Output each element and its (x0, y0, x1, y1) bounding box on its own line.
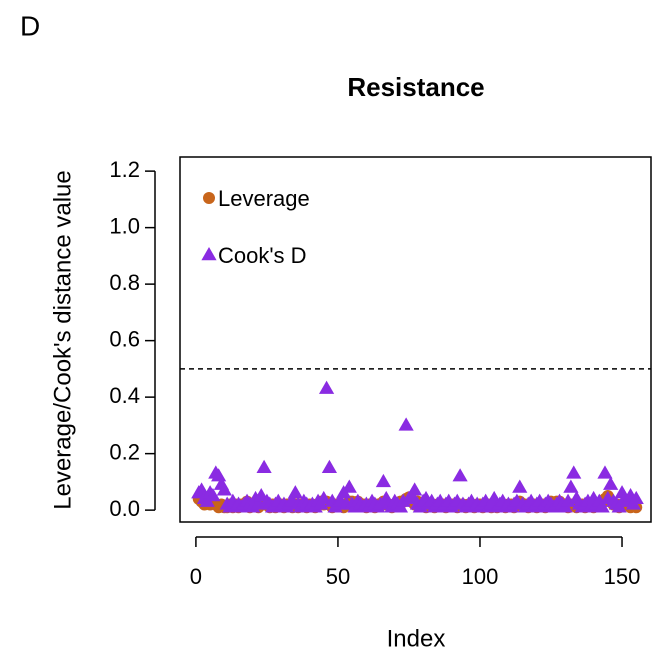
triangle-point (597, 465, 613, 479)
y-tick-label: 0.6 (109, 326, 140, 351)
x-tick-label: 100 (462, 564, 499, 589)
triangle-point (512, 479, 528, 493)
panel-label: D (20, 10, 40, 41)
triangle-point (201, 247, 217, 261)
x-tick-label: 50 (326, 564, 350, 589)
triangle-point (628, 490, 644, 505)
triangle-point (603, 476, 619, 490)
y-tick-label: 1.0 (109, 213, 140, 238)
triangle-point (375, 473, 391, 488)
y-axis-label: Leverage/Cook's distance value (49, 170, 76, 509)
y-tick-label: 0.4 (109, 383, 140, 408)
y-tick-label: 0.8 (109, 270, 140, 295)
triangle-point (566, 465, 582, 479)
x-tick-label: 150 (604, 564, 641, 589)
triangle-point (321, 459, 338, 473)
chart-title: Resistance (347, 72, 484, 102)
y-tick-label: 0.2 (109, 439, 140, 464)
triangle-point (316, 490, 332, 505)
triangle-point (611, 499, 627, 513)
legend-label: Cook's D (218, 243, 307, 268)
plot-frame (179, 156, 652, 523)
triangle-point (205, 488, 221, 502)
triangle-point (256, 459, 272, 473)
triangle-point (193, 482, 210, 496)
triangle-point (211, 468, 227, 482)
triangle-point (216, 482, 232, 496)
y-tick-label: 0.0 (109, 496, 140, 521)
triangle-point (594, 499, 610, 513)
triangle-point (452, 468, 468, 482)
triangle-point (318, 380, 335, 394)
triangle-point (398, 417, 414, 431)
x-axis-label: Index (387, 625, 446, 652)
circle-point (203, 192, 215, 204)
triangle-point (407, 482, 423, 496)
x-tick-label: 0 (190, 564, 202, 589)
triangle-point (563, 479, 579, 493)
triangle-point (287, 485, 303, 499)
triangle-point (341, 479, 357, 493)
legend-label: Leverage (218, 186, 310, 211)
y-tick-label: 1.2 (109, 157, 140, 182)
